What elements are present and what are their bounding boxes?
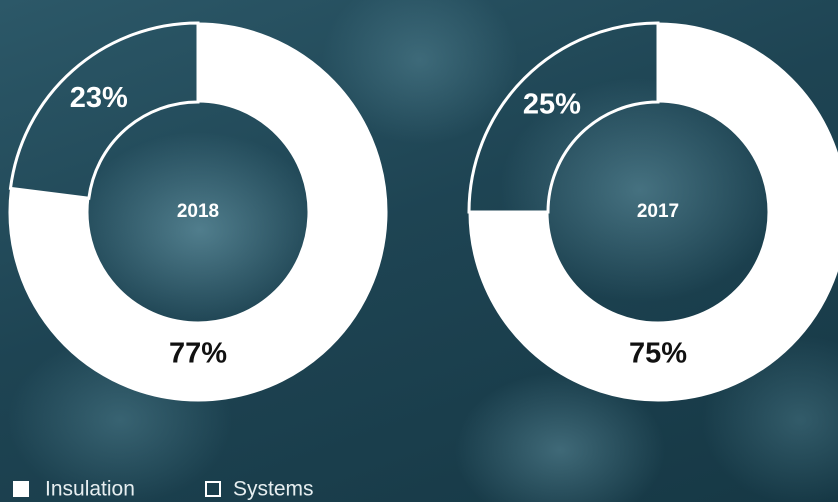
page: Insulation Systems 77% 23% 2018 75% 25% 2017: [0, 0, 838, 502]
legend-swatch: [13, 481, 29, 497]
legend-label: Insulation: [45, 478, 135, 501]
charts: Insulation Systems 77% 23% 2018 75% 25% 2017: [0, 0, 838, 502]
center-label: 2017: [637, 201, 679, 222]
center-label: 2018: [177, 201, 219, 222]
legend-label: Systems: [233, 478, 314, 501]
value-label: 25%: [523, 89, 581, 121]
legend-swatch: [206, 482, 220, 496]
value-label: 77%: [169, 338, 227, 370]
value-label: 75%: [629, 338, 687, 370]
value-label: 23%: [70, 82, 128, 114]
